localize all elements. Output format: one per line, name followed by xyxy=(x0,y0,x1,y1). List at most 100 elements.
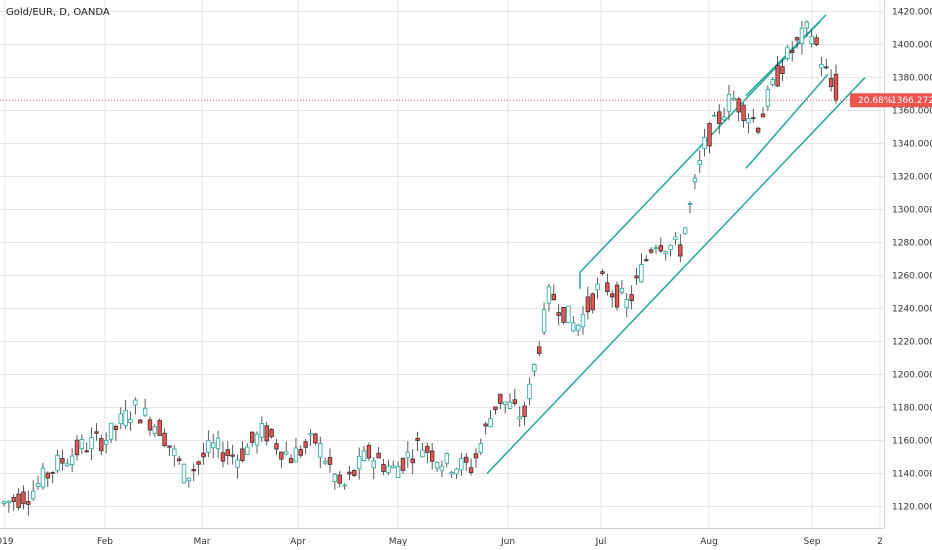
candle xyxy=(605,273,610,296)
time-tick-label: Feb xyxy=(97,537,113,547)
price-tick-label: 1340.000 xyxy=(892,140,932,150)
candle xyxy=(162,428,167,447)
candle xyxy=(94,423,99,441)
candle xyxy=(556,303,561,326)
candle xyxy=(464,453,469,471)
price-tick-label: 1380.000 xyxy=(892,74,932,84)
candle xyxy=(824,58,829,70)
time-tick-label: Apr xyxy=(290,537,306,547)
candle xyxy=(1,500,7,507)
price-tick-label: 1400.000 xyxy=(892,41,932,51)
candle xyxy=(493,406,498,415)
candle xyxy=(157,418,162,436)
channel-line xyxy=(745,73,829,169)
candle xyxy=(211,433,216,459)
candle xyxy=(644,255,649,263)
candle xyxy=(532,363,537,377)
price-axis[interactable]: 1120.000 1140.000 1160.000 1180.000 1200.000… xyxy=(892,8,932,513)
price-tick-label: 1180.000 xyxy=(892,404,932,414)
candle xyxy=(274,439,279,455)
time-axis[interactable]: 019 Feb Mar Apr May Jun Jul Aug Sep 2 xyxy=(0,537,883,547)
candle xyxy=(356,447,362,480)
candle xyxy=(765,85,771,111)
chart-grid xyxy=(0,0,884,528)
candle xyxy=(147,416,153,436)
candle xyxy=(79,434,85,454)
candle xyxy=(751,108,756,123)
price-tick-label: 1240.000 xyxy=(892,305,932,315)
candle xyxy=(682,227,688,235)
candle xyxy=(400,457,406,474)
candle xyxy=(215,430,221,459)
candle xyxy=(415,431,420,452)
time-tick-label: Sep xyxy=(804,537,821,547)
candle xyxy=(517,406,522,427)
candle xyxy=(502,401,508,414)
candle xyxy=(483,421,488,435)
candle xyxy=(639,253,644,284)
candle xyxy=(288,454,294,464)
candle xyxy=(760,107,766,118)
candle xyxy=(279,451,284,468)
candle xyxy=(478,438,484,456)
candle xyxy=(60,449,65,471)
candle xyxy=(566,305,571,323)
time-tick-label: 019 xyxy=(0,537,14,547)
candle xyxy=(196,460,201,475)
candle xyxy=(26,490,31,516)
price-tick-label: 1120.000 xyxy=(892,503,932,513)
candle xyxy=(590,292,595,314)
candle xyxy=(600,269,605,276)
change-percent-label: 20.68% xyxy=(858,96,893,106)
time-tick-label: Jul xyxy=(595,537,607,547)
candle xyxy=(498,393,503,410)
candle xyxy=(303,439,308,455)
candle xyxy=(585,286,591,320)
price-tick-label: 1320.000 xyxy=(892,173,932,183)
candle xyxy=(152,424,158,437)
candle xyxy=(40,463,46,490)
candle xyxy=(507,393,513,410)
candle xyxy=(220,441,226,468)
candle xyxy=(332,472,338,490)
candle xyxy=(454,467,459,479)
candle xyxy=(512,388,518,407)
candle xyxy=(191,463,196,482)
candle xyxy=(790,41,795,62)
candle xyxy=(619,279,625,295)
price-tick-label: 1300.000 xyxy=(892,206,932,216)
candle xyxy=(176,455,182,465)
channel-line xyxy=(579,20,821,273)
last-price-label: 1366.272 xyxy=(891,96,932,106)
candle xyxy=(50,471,55,484)
candle xyxy=(580,306,586,335)
candle xyxy=(663,250,668,261)
candle xyxy=(561,306,566,325)
candle xyxy=(249,431,255,447)
candle xyxy=(318,436,323,469)
candle xyxy=(692,174,698,190)
candle xyxy=(35,475,41,490)
candle xyxy=(376,446,381,459)
candle xyxy=(113,425,119,442)
candle xyxy=(133,397,138,415)
candle xyxy=(293,438,299,463)
candle xyxy=(230,444,235,465)
candle xyxy=(186,477,192,488)
candle xyxy=(65,458,70,467)
candle xyxy=(634,267,639,285)
candle xyxy=(799,20,805,55)
candle xyxy=(702,128,707,157)
price-tick-label: 1360.000 xyxy=(892,107,932,117)
candles xyxy=(1,20,839,516)
candle xyxy=(352,469,357,478)
candle xyxy=(308,429,313,447)
candle xyxy=(128,411,133,431)
candle xyxy=(828,69,834,92)
candle xyxy=(741,102,746,128)
candle xyxy=(687,201,693,214)
candle xyxy=(658,237,664,254)
time-tick-label: Mar xyxy=(194,537,211,547)
candle xyxy=(629,285,634,310)
